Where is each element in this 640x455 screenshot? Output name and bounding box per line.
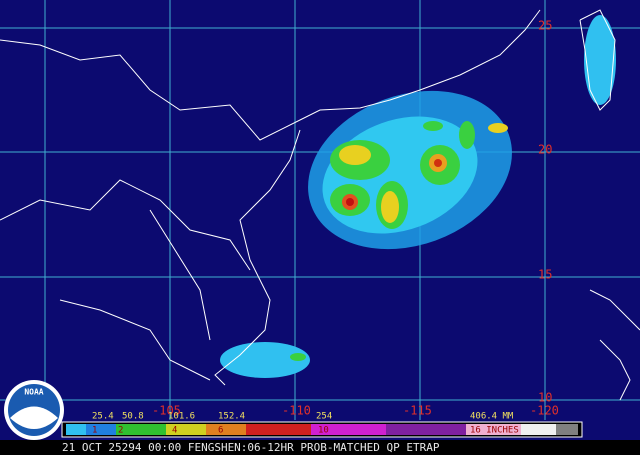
legend-inch-label: 16 INCHES — [470, 426, 519, 436]
rainfall — [220, 15, 616, 378]
legend-inch-label: 6 — [218, 426, 223, 436]
longitude-label: -115 — [403, 404, 432, 418]
legend-mm-label: 152.4 — [218, 412, 245, 422]
legend-inch-label: 1 — [92, 426, 97, 436]
latitude-label: 10 — [538, 391, 552, 405]
latitude-label: 20 — [538, 143, 552, 157]
legend-inch-label: 4 — [172, 426, 177, 436]
legend-mm-label: 50.8 — [122, 412, 144, 422]
longitude-label: -105 — [152, 404, 181, 418]
latitude-label: 15 — [538, 268, 552, 282]
legend — [61, 421, 583, 438]
noaa-logo: NOAA — [4, 380, 64, 440]
latitude-label: 25 — [538, 19, 552, 33]
caption-bar — [0, 440, 640, 455]
legend-inch-label: 2 — [118, 426, 123, 436]
logo-text: NOAA — [24, 388, 43, 397]
legend-mm-label: 25.4 — [92, 412, 114, 422]
legend-inch-label: 10 — [318, 426, 329, 436]
legend-mm-label: 101.6 — [168, 412, 195, 422]
legend-mm-label: 406.4 MM — [470, 412, 514, 422]
caption: 21 OCT 25294 00:00 FENGSHEN:06-12HR PROB… — [62, 441, 440, 454]
longitude-label: -120 — [530, 404, 559, 418]
coastlines — [0, 9, 640, 401]
longitude-label: -110 — [282, 404, 311, 418]
legend-mm-label: 254 — [316, 412, 332, 422]
